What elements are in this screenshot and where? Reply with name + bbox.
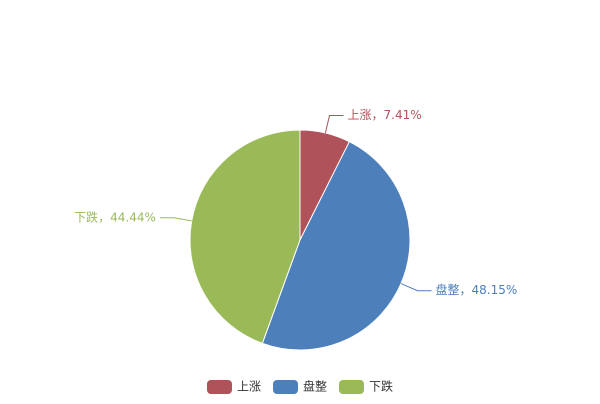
leader-line [159, 217, 192, 222]
legend-item[interactable]: 下跌 [339, 379, 393, 395]
leader-line [324, 114, 344, 134]
leader-line [400, 283, 432, 292]
legend-item[interactable]: 盘整 [272, 379, 327, 395]
pie-slice [261, 141, 411, 351]
legend-item[interactable]: 上涨 [206, 379, 261, 395]
legend-swatch [339, 380, 365, 394]
slice-label: 上涨，7.41% [348, 107, 422, 122]
legend-swatch [272, 380, 298, 394]
legend-label: 下跌 [369, 379, 393, 394]
legend-label: 盘整 [303, 379, 327, 394]
slice-label: 盘整，48.15% [436, 282, 518, 297]
legend-label: 上涨 [237, 379, 261, 394]
legend-swatch [206, 380, 232, 394]
slice-label: 下跌，44.44% [74, 209, 156, 224]
